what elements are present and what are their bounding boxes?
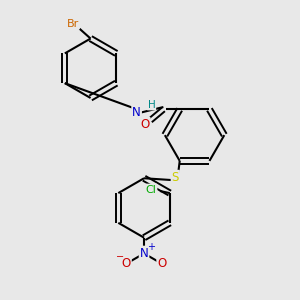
Text: −: −	[116, 252, 124, 262]
Text: S: S	[172, 171, 179, 184]
Text: N: N	[140, 247, 148, 260]
Text: O: O	[157, 257, 167, 270]
Text: +: +	[147, 242, 154, 252]
Text: O: O	[140, 118, 150, 131]
Text: Br: Br	[67, 19, 79, 29]
Text: O: O	[122, 257, 131, 270]
Text: Cl: Cl	[146, 184, 157, 194]
Text: H: H	[148, 100, 155, 110]
Text: N: N	[132, 106, 141, 119]
